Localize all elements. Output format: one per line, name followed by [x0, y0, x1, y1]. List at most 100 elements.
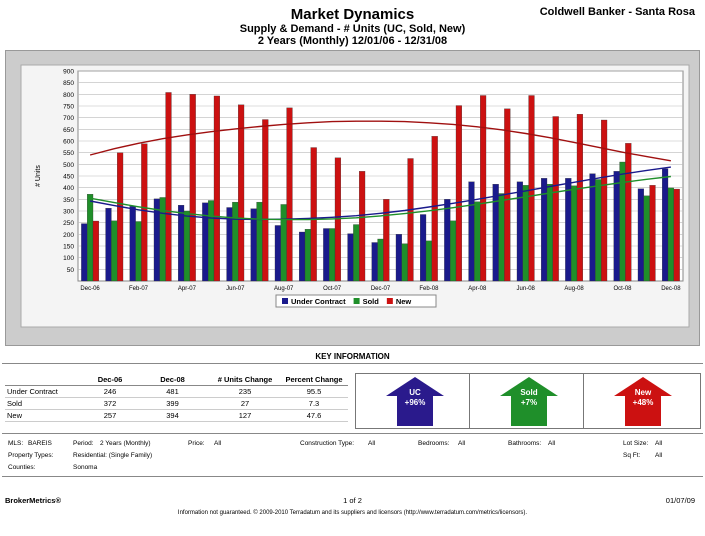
- bar: [111, 220, 118, 282]
- y-tick-label: 850: [63, 80, 74, 87]
- legend-swatch: [282, 298, 288, 304]
- trend-line: [89, 175, 671, 221]
- chart-subtitle: Supply & Demand - # Units (UC, Sold, New…: [239, 23, 466, 35]
- table-cell: 257: [85, 409, 135, 422]
- bar: [274, 225, 281, 282]
- y-tick-label: 200: [63, 232, 74, 239]
- disclaimer: Information not guaranteed. © 2009-2010 …: [177, 510, 528, 516]
- filter-value: All: [214, 440, 222, 447]
- column-header: Percent Change: [280, 374, 348, 386]
- bar: [444, 199, 451, 282]
- bar: [619, 161, 626, 282]
- bar: [329, 228, 336, 282]
- x-tick-label: Dec-08: [661, 286, 681, 292]
- table-cell: 399: [135, 397, 210, 410]
- arrow-shape: [500, 377, 558, 426]
- column-header: Dec-06: [85, 374, 135, 386]
- bar: [323, 228, 330, 282]
- legend-label: New: [396, 297, 412, 306]
- table-cell: 481: [135, 385, 210, 398]
- bar: [299, 231, 306, 282]
- up-arrow-icon: [386, 377, 444, 426]
- bar: [377, 238, 384, 282]
- x-tick-label: Aug-07: [274, 286, 294, 292]
- filter-value: BAREIS: [28, 440, 52, 447]
- bar: [256, 201, 263, 282]
- key-information-table: Dec-06 Dec-08 # Units Change Percent Cha…: [5, 374, 348, 422]
- filter-value: 2 Years (Monthly): [100, 440, 151, 447]
- bar: [455, 105, 462, 282]
- bar: [662, 168, 669, 282]
- x-tick-label: Apr-08: [468, 286, 487, 292]
- column-header: # Units Change: [210, 374, 280, 386]
- y-tick-label: 550: [63, 150, 74, 157]
- bar: [492, 184, 499, 282]
- table-cell: 95.5: [280, 385, 348, 398]
- bar: [371, 242, 378, 282]
- filter-label: Counties:: [8, 464, 36, 471]
- y-tick-label: 900: [63, 69, 74, 76]
- filter-label: Sq Ft:: [623, 452, 641, 459]
- bar: [304, 229, 311, 282]
- bar: [595, 179, 602, 282]
- filter-label: Bedrooms:: [418, 440, 450, 447]
- filter-label: Lot Size:: [623, 440, 649, 447]
- bar: [359, 171, 366, 282]
- y-axis-label: # Units: [35, 165, 42, 187]
- y-tick-label: 800: [63, 92, 74, 99]
- filter-value: All: [548, 440, 556, 447]
- x-tick-label: Feb-07: [129, 286, 149, 292]
- brand-name: Coldwell Banker - Santa Rosa: [539, 6, 695, 18]
- badge-label: New: [634, 388, 652, 397]
- footer-brand: BrokerMetrics®: [5, 496, 61, 505]
- column-header: Dec-08: [135, 374, 210, 386]
- table-cell: 7.3: [280, 397, 348, 410]
- legend-swatch: [353, 298, 360, 304]
- bar: [480, 95, 487, 282]
- bar: [232, 201, 239, 282]
- bar: [178, 205, 185, 282]
- bar: [431, 136, 438, 282]
- bar: [165, 92, 172, 282]
- badge-label: Sold: [520, 388, 538, 397]
- bar: [589, 173, 596, 282]
- bar: [401, 243, 408, 282]
- x-tick-label: Feb-08: [419, 286, 439, 292]
- filter-value: All: [458, 440, 466, 447]
- filter-value: Residential: (Single Family): [73, 452, 153, 459]
- filter-label: Bathrooms:: [508, 440, 542, 447]
- x-tick-label: Jun-07: [226, 286, 245, 292]
- filter-label: Property Types:: [8, 452, 54, 459]
- bar: [383, 199, 390, 282]
- bar: [105, 208, 112, 282]
- bar: [576, 114, 583, 282]
- sold-change-badge: Sold +7%: [469, 373, 587, 429]
- bar: [667, 187, 674, 282]
- bar: [347, 233, 354, 282]
- bar: [546, 184, 553, 282]
- arrow-shape: [614, 377, 672, 426]
- bar: [310, 147, 317, 282]
- row-label: New: [5, 409, 85, 422]
- table-cell: 246: [85, 385, 135, 398]
- table-cell: 127: [210, 409, 280, 422]
- bar: [286, 107, 293, 282]
- bar: [202, 202, 209, 282]
- bar: [280, 204, 287, 282]
- uc-change-badge: UC +96%: [355, 373, 473, 429]
- bar: [141, 143, 148, 282]
- supply-demand-chart: 50 100 150 200 250 300 350 400 450 500 550 600 650 70…: [20, 64, 690, 328]
- table-cell: 372: [85, 397, 135, 410]
- bar: [135, 221, 142, 282]
- filter-value: Sonoma: [73, 464, 98, 471]
- bar: [425, 240, 432, 282]
- filter-value: All: [368, 440, 376, 447]
- page-number: 1 of 2: [343, 496, 362, 505]
- y-tick-label: 450: [63, 174, 74, 181]
- table-row: Sold 372 399 27 7.3: [5, 397, 348, 410]
- bar: [571, 185, 578, 282]
- x-tick-label: Oct-07: [323, 286, 342, 292]
- up-arrow-icon: [614, 377, 672, 426]
- bar: [208, 200, 215, 282]
- legend-swatch: [386, 298, 393, 304]
